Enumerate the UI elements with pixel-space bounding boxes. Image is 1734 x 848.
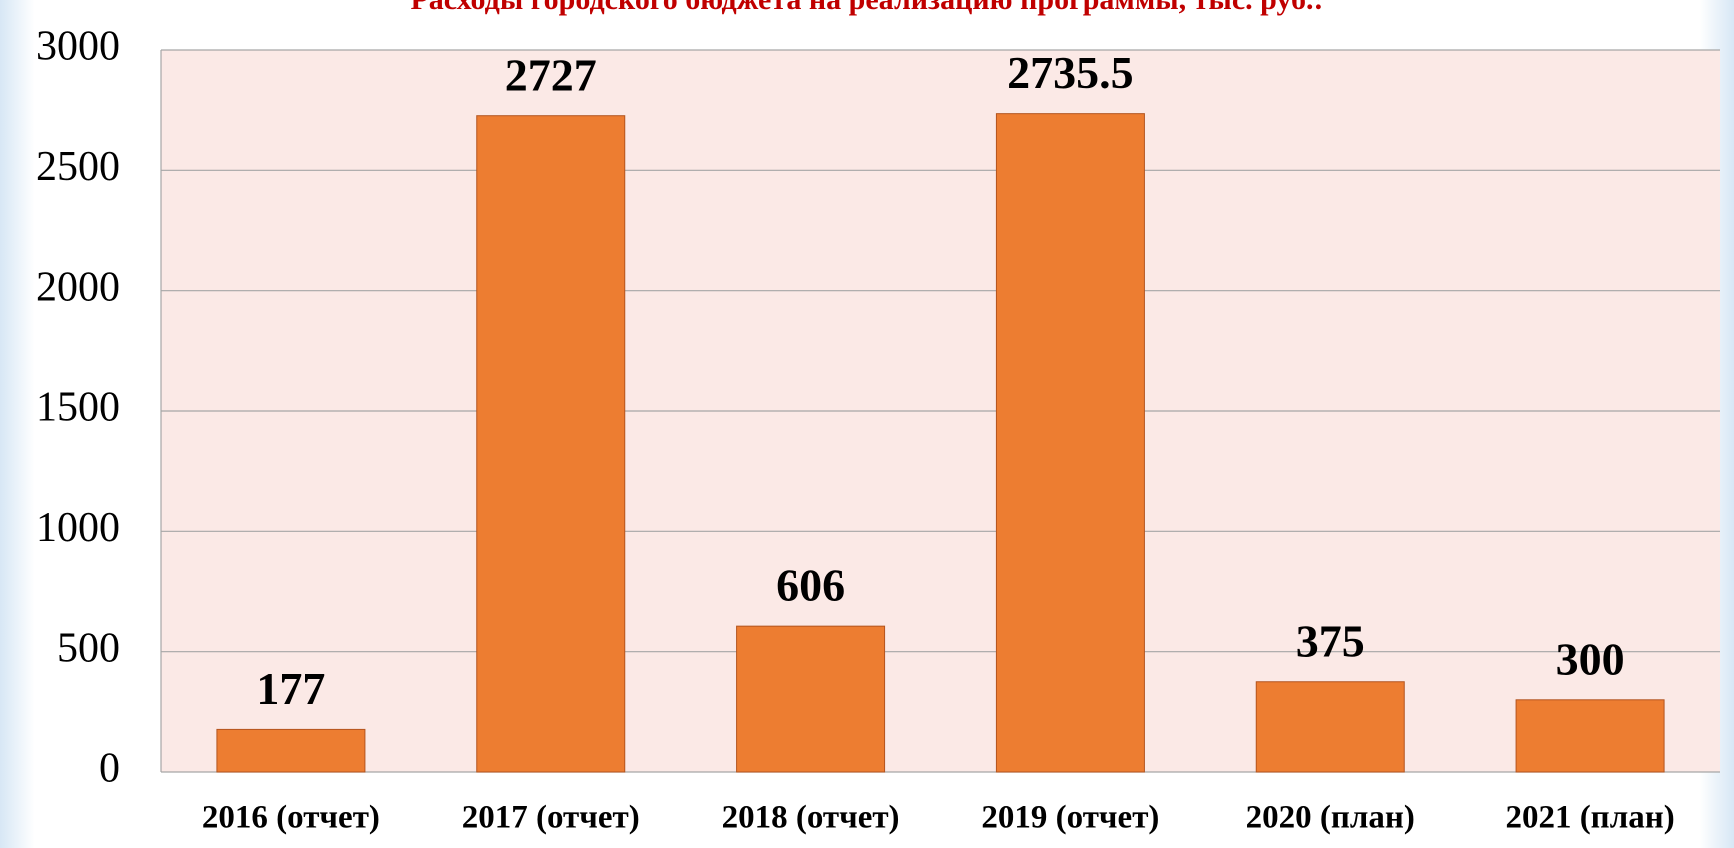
y-tick-label: 1000 [36,505,120,551]
data-label: 375 [1296,615,1365,666]
data-label: 177 [256,663,325,714]
bar [1515,699,1665,773]
y-tick-label: 0 [99,746,120,792]
bar [476,115,626,773]
bar [1255,681,1405,773]
x-tick-label: 2016 (отчет) [202,800,380,836]
y-tick-label: 500 [57,625,120,671]
x-tick-label: 2021 (план) [1505,800,1674,836]
y-tick-label: 1500 [36,385,120,431]
x-tick-label: 2017 (отчет) [462,800,640,836]
data-label: 606 [776,560,845,611]
data-label: 2735.5 [1007,47,1134,98]
y-tick-label: 2000 [36,264,120,310]
chart-title: Расходы городского бюджета на реализацию… [410,0,1323,16]
bar [216,728,366,773]
bar [995,113,1145,773]
x-tick-label: 2020 (план) [1246,800,1415,836]
y-tick-label: 2500 [36,144,120,190]
data-label: 2727 [505,49,597,100]
x-tick-label: 2018 (отчет) [722,800,900,836]
data-label: 300 [1556,633,1625,684]
y-tick-label: 3000 [36,24,120,70]
x-tick-label: 2019 (отчет) [981,800,1159,836]
bar [736,625,886,773]
